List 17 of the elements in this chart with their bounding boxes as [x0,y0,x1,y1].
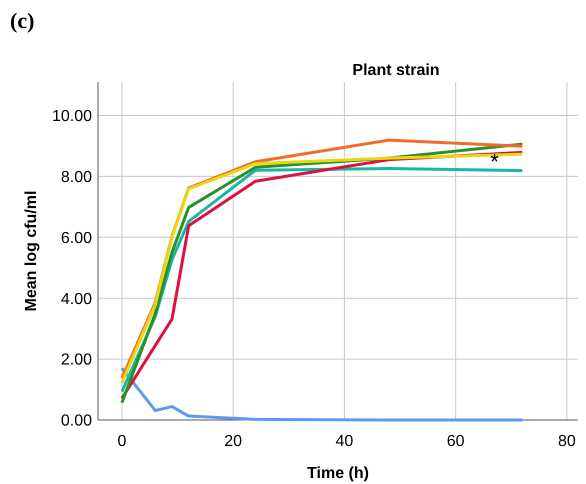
x-tick-label: 60 [446,433,465,450]
y-tick-label: 0.00 [60,412,92,430]
y-tick-label: 2.00 [60,352,92,369]
y-tick-label: 4.00 [60,290,92,308]
x-axis-title: Time (h) [307,465,369,482]
y-tick-label: 8.00 [60,168,92,186]
x-tick-label: 40 [336,433,354,450]
y-tick-label: 6.00 [60,230,92,247]
legend-title: Plant strain [352,62,440,79]
text: (c) [10,8,34,33]
line-series [120,366,524,422]
y-axis-title: Mean log cfu/ml [23,190,40,312]
y-tick-label: 10.00 [52,108,92,126]
x-tick-label: 80 [558,433,576,450]
x-tick-label: 20 [224,433,242,450]
x-tick-label: 0 [117,433,126,450]
annotation: * [490,148,500,174]
